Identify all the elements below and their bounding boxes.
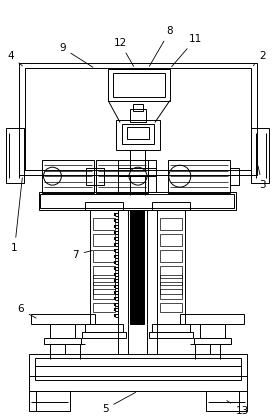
Bar — [251, 128, 269, 183]
Bar — [93, 282, 115, 294]
Bar — [160, 289, 182, 299]
Bar — [90, 210, 118, 324]
Bar — [130, 109, 146, 122]
Bar — [96, 160, 148, 193]
Bar — [180, 315, 244, 324]
Bar — [39, 192, 235, 210]
Bar — [160, 266, 182, 278]
Bar — [35, 358, 241, 380]
Bar — [160, 282, 182, 294]
Text: 6: 6 — [17, 305, 36, 318]
Bar — [93, 266, 115, 278]
Bar — [31, 315, 95, 324]
Bar — [116, 120, 160, 150]
Bar — [130, 210, 144, 324]
Text: 2: 2 — [253, 51, 266, 66]
Bar — [160, 234, 182, 246]
Bar — [160, 218, 182, 230]
Bar — [118, 160, 156, 192]
Bar — [152, 324, 190, 332]
Text: 8: 8 — [149, 26, 173, 66]
Bar — [93, 303, 115, 313]
Bar — [93, 275, 115, 285]
Bar — [108, 69, 170, 101]
Bar — [133, 103, 143, 111]
Bar — [194, 339, 230, 344]
Bar — [157, 210, 185, 324]
Bar — [118, 168, 156, 176]
Bar — [40, 194, 233, 208]
Bar — [160, 303, 182, 313]
Text: 11: 11 — [172, 34, 202, 67]
Bar — [206, 391, 248, 411]
Text: 9: 9 — [59, 43, 93, 67]
Bar — [29, 354, 248, 391]
Bar — [113, 72, 165, 96]
Bar — [168, 160, 230, 193]
Bar — [45, 339, 81, 344]
Text: 13: 13 — [227, 401, 249, 416]
Bar — [160, 275, 182, 285]
Bar — [85, 202, 123, 210]
Text: 3: 3 — [258, 166, 266, 190]
Bar — [93, 234, 115, 246]
Text: 12: 12 — [114, 38, 134, 66]
Bar — [149, 332, 193, 339]
Bar — [85, 324, 123, 332]
Bar — [160, 250, 182, 262]
Bar — [82, 332, 126, 339]
Bar — [29, 391, 70, 411]
Bar — [42, 160, 94, 193]
Bar — [127, 127, 149, 140]
Bar — [122, 124, 154, 144]
Bar — [19, 63, 257, 175]
Text: 1: 1 — [11, 178, 22, 253]
Bar — [152, 202, 190, 210]
Bar — [6, 128, 24, 183]
Bar — [93, 289, 115, 299]
Bar — [94, 168, 104, 185]
Text: 5: 5 — [102, 393, 136, 414]
Bar — [93, 218, 115, 230]
Bar — [200, 324, 225, 339]
Text: 7: 7 — [72, 250, 92, 260]
Bar — [93, 250, 115, 262]
Bar — [230, 168, 240, 185]
Bar — [50, 324, 75, 339]
Bar — [24, 68, 251, 170]
Text: 4: 4 — [7, 51, 23, 66]
Bar — [86, 168, 96, 185]
